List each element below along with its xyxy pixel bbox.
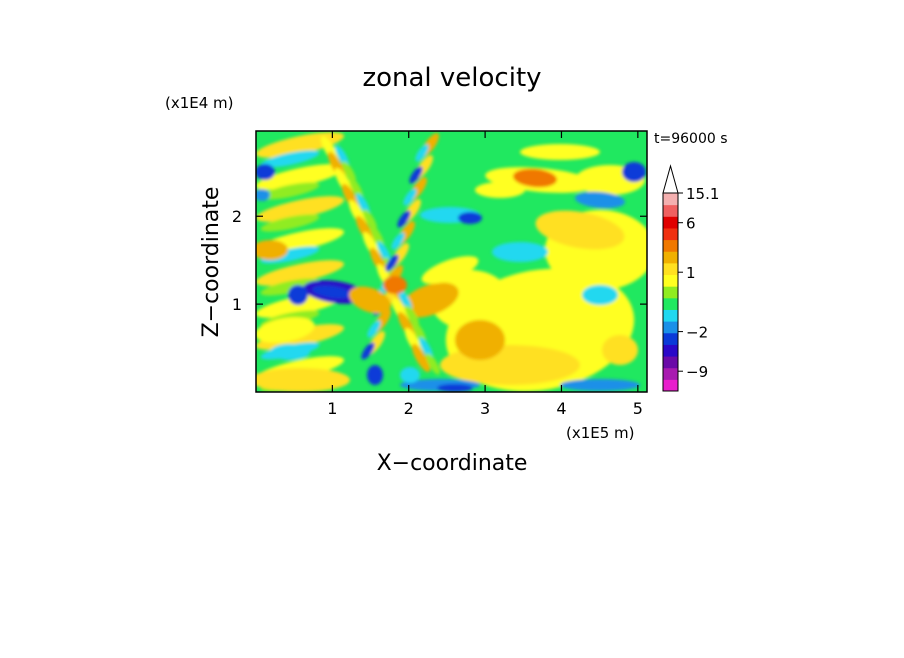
colorbar-band	[663, 309, 678, 322]
contour-region	[256, 189, 270, 201]
contour-region	[602, 335, 638, 365]
x-tick-label: 2	[404, 399, 414, 418]
contour-region	[412, 321, 426, 343]
contour-region	[260, 214, 320, 232]
colorbar-label: 15.1	[686, 185, 719, 203]
colorbar-band	[663, 193, 678, 206]
contour-region	[475, 182, 525, 198]
contour-region	[582, 285, 618, 305]
contour-region	[400, 367, 420, 383]
contour-region	[256, 317, 315, 343]
colorbar-band	[663, 379, 678, 392]
contour-region	[377, 241, 391, 263]
contour-region	[397, 210, 411, 228]
contour-region	[398, 289, 412, 311]
colorbar-band	[663, 216, 678, 229]
contour-region	[348, 286, 392, 314]
velocity-field	[256, 131, 647, 392]
contour-region	[411, 343, 431, 373]
contour-region	[513, 168, 557, 188]
colorbar-band	[663, 204, 678, 217]
contour-region	[356, 193, 370, 215]
colorbar-band	[663, 227, 678, 241]
contour-region	[383, 276, 407, 294]
y-tick-label: 1	[232, 295, 242, 314]
colorbar-band	[663, 286, 678, 299]
contour-region	[458, 212, 482, 224]
colorbar-band	[663, 262, 678, 276]
contour-region	[349, 177, 363, 199]
plot-frame	[255, 130, 648, 393]
y-axis-label: Z−coordinate	[199, 187, 224, 338]
y-axis-ticks: 12	[232, 207, 647, 314]
contour-region	[421, 256, 479, 284]
colorbar-band	[663, 367, 678, 380]
contour-region	[560, 379, 640, 391]
y-tick-label: 2	[232, 207, 242, 226]
contour-region	[361, 342, 375, 360]
contour-region	[403, 188, 417, 206]
contour-region	[575, 191, 625, 209]
contour-region	[288, 285, 308, 305]
contour-region	[401, 282, 459, 318]
colorbar-band	[663, 356, 678, 369]
contour-region	[260, 182, 320, 200]
contour-region	[426, 353, 440, 375]
contour-region	[405, 305, 419, 327]
colorbar-extend-arrow	[662, 164, 679, 194]
colorbar-label: −9	[686, 363, 708, 381]
contour-region	[492, 242, 548, 262]
colorbar-band	[663, 274, 678, 287]
y-scale-label: (x1E4 m)	[165, 94, 234, 112]
contour-region	[256, 240, 288, 260]
x-scale-label: (x1E5 m)	[566, 424, 635, 442]
contour-region	[256, 196, 345, 222]
contour-region	[335, 145, 349, 167]
contour-region	[391, 232, 405, 250]
contour-region	[415, 144, 429, 162]
chart-title: zonal velocity	[362, 63, 541, 93]
x-tick-label: 4	[556, 399, 566, 418]
x-tick-label: 5	[633, 399, 643, 418]
contour-region	[535, 210, 625, 250]
colorbar-band	[663, 297, 678, 310]
contour-region	[409, 166, 423, 184]
x-tick-label: 3	[480, 399, 490, 418]
contour-region	[256, 368, 350, 392]
contour-region	[520, 144, 600, 160]
x-tick-label: 1	[327, 399, 337, 418]
contour-region	[256, 164, 275, 180]
contour-region	[385, 254, 399, 272]
colorbar-label: −2	[686, 324, 708, 342]
colorbar-band	[663, 321, 678, 334]
contour-region	[270, 344, 310, 360]
contour-region	[419, 337, 433, 359]
colorbar-band	[663, 332, 678, 345]
colorbar: 15.1 6 1 −2 −9	[662, 164, 719, 392]
contour-region	[363, 209, 377, 231]
x-axis-ticks: 1 2 3 4 5	[327, 131, 643, 418]
contour-region	[367, 365, 383, 385]
contour-region	[256, 164, 345, 190]
contour-region	[370, 225, 384, 247]
contour-region	[260, 150, 320, 168]
colorbar-band	[663, 239, 678, 252]
contour-regions	[256, 132, 647, 392]
colorbar-band	[663, 251, 678, 264]
colorbar-label: 6	[686, 215, 696, 233]
contour-region	[437, 384, 473, 392]
contour-region	[622, 162, 646, 182]
contour-region	[312, 285, 352, 299]
x-axis-label: X−coordinate	[377, 451, 528, 476]
colorbar-band	[663, 344, 678, 357]
colorbar-label: 1	[686, 264, 696, 282]
contour-region	[455, 320, 505, 360]
contour-region	[256, 260, 345, 286]
time-label: t=96000 s	[654, 131, 728, 147]
contour-region	[260, 278, 320, 296]
contour-region	[342, 161, 356, 183]
contour-region	[367, 320, 381, 338]
